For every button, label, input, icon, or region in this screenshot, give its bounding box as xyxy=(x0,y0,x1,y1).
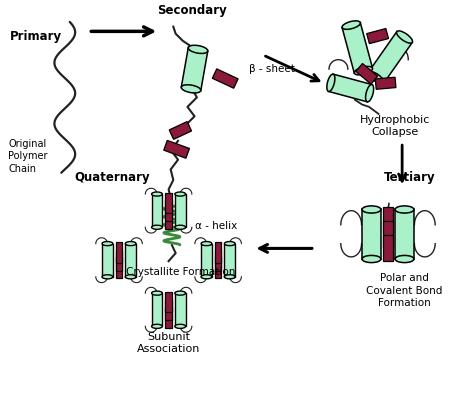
Ellipse shape xyxy=(397,31,412,43)
Bar xyxy=(116,242,122,263)
Ellipse shape xyxy=(354,66,373,75)
Bar xyxy=(212,69,238,88)
Bar xyxy=(362,209,381,259)
Bar xyxy=(215,242,221,263)
Bar xyxy=(367,29,389,44)
Ellipse shape xyxy=(342,21,360,29)
Bar xyxy=(165,200,172,221)
Ellipse shape xyxy=(125,275,136,279)
Bar xyxy=(368,31,412,83)
Bar xyxy=(164,140,190,158)
Bar xyxy=(152,194,163,227)
Ellipse shape xyxy=(152,192,163,196)
Bar xyxy=(125,244,136,277)
Ellipse shape xyxy=(175,324,186,329)
Bar xyxy=(175,194,186,227)
Text: Subunit
Association: Subunit Association xyxy=(137,332,201,354)
Bar xyxy=(169,121,191,140)
Ellipse shape xyxy=(175,291,186,295)
Ellipse shape xyxy=(102,242,113,246)
Bar xyxy=(201,244,212,277)
Bar xyxy=(181,48,208,90)
Ellipse shape xyxy=(175,225,186,229)
Bar xyxy=(165,299,172,320)
Ellipse shape xyxy=(188,45,208,53)
Ellipse shape xyxy=(125,242,136,246)
Ellipse shape xyxy=(395,206,414,213)
Bar xyxy=(165,193,172,213)
Text: β - sheet: β - sheet xyxy=(249,64,295,74)
Text: Crystallite Formation: Crystallite Formation xyxy=(126,267,235,277)
Ellipse shape xyxy=(224,242,235,246)
Bar xyxy=(395,209,414,259)
Bar xyxy=(215,250,221,270)
Ellipse shape xyxy=(102,275,113,279)
Ellipse shape xyxy=(201,275,212,279)
Text: Tertiary: Tertiary xyxy=(383,171,435,184)
Ellipse shape xyxy=(395,255,414,263)
Text: Quaternary: Quaternary xyxy=(74,171,150,184)
Bar xyxy=(356,64,378,84)
Bar xyxy=(383,235,392,261)
Text: Hydrophobic
Collapse: Hydrophobic Collapse xyxy=(360,114,430,137)
Bar xyxy=(165,292,172,312)
Ellipse shape xyxy=(152,291,163,295)
Bar xyxy=(328,74,372,102)
Text: Secondary: Secondary xyxy=(157,4,227,17)
Ellipse shape xyxy=(152,225,163,229)
Ellipse shape xyxy=(362,206,381,213)
Ellipse shape xyxy=(224,275,235,279)
Bar xyxy=(102,244,113,277)
Bar xyxy=(383,221,392,247)
Ellipse shape xyxy=(152,324,163,329)
Bar xyxy=(116,257,122,278)
Ellipse shape xyxy=(365,84,374,102)
Bar xyxy=(152,293,163,326)
Text: Polar and
Covalent Bond
Formation: Polar and Covalent Bond Formation xyxy=(366,274,443,308)
Bar xyxy=(165,307,172,328)
Text: Primary: Primary xyxy=(9,29,62,42)
Bar xyxy=(165,208,172,229)
Bar xyxy=(342,23,373,73)
Bar xyxy=(383,207,392,233)
Ellipse shape xyxy=(368,72,384,84)
Bar xyxy=(224,244,235,277)
Ellipse shape xyxy=(362,255,381,263)
Ellipse shape xyxy=(175,192,186,196)
Text: α - helix: α - helix xyxy=(194,221,237,231)
Ellipse shape xyxy=(327,74,335,92)
Text: Original
Polymer
Chain: Original Polymer Chain xyxy=(8,139,48,174)
Bar xyxy=(375,77,396,89)
Bar xyxy=(116,250,122,270)
Ellipse shape xyxy=(201,242,212,246)
Bar xyxy=(175,293,186,326)
Bar xyxy=(215,257,221,278)
Ellipse shape xyxy=(181,85,201,93)
